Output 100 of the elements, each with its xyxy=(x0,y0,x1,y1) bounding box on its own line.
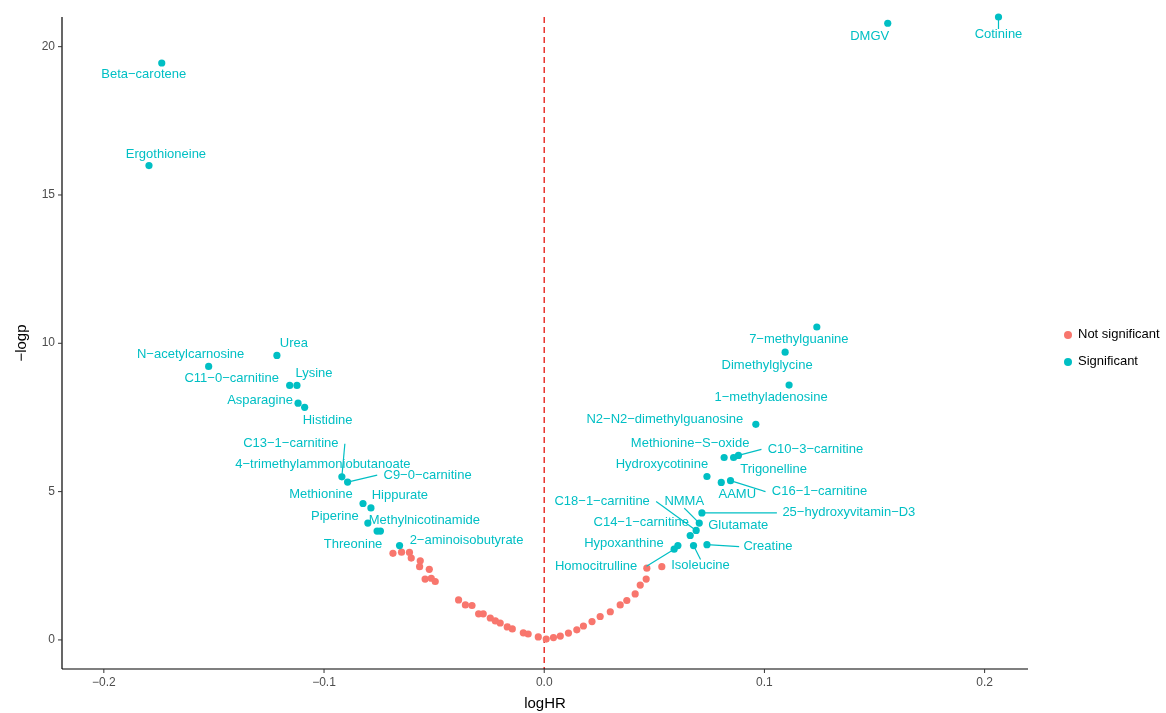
point xyxy=(359,499,367,508)
point xyxy=(395,542,404,550)
y-tick-label: 10 xyxy=(41,335,56,350)
point xyxy=(416,557,424,565)
point xyxy=(407,554,415,562)
annotation: C16−1−carnitine xyxy=(771,483,868,499)
annotation: N−acetylcarnosine xyxy=(136,345,245,361)
point xyxy=(670,545,678,553)
x-tick-label: 0.0 xyxy=(535,675,553,689)
point xyxy=(389,549,397,557)
annotation: DMGV xyxy=(850,27,890,43)
point xyxy=(205,362,213,371)
annotation: Asparagine xyxy=(227,391,293,407)
annotation: Isoleucine xyxy=(671,557,730,573)
annotation: C10−3−carnitine xyxy=(767,440,864,456)
point xyxy=(397,548,406,556)
point xyxy=(486,614,494,622)
point xyxy=(643,564,651,572)
annotation: Hypoxanthine xyxy=(584,535,664,551)
point xyxy=(642,575,650,583)
point xyxy=(720,453,728,462)
legend-label: Not significant xyxy=(1078,326,1161,342)
point xyxy=(686,531,694,540)
annotation: Methylnicotinamide xyxy=(368,511,481,527)
point xyxy=(606,608,614,616)
point xyxy=(461,601,469,609)
point xyxy=(689,542,698,550)
point xyxy=(145,162,153,170)
point xyxy=(405,548,414,557)
point xyxy=(158,59,166,67)
point xyxy=(286,381,294,390)
annotation: 1−methyladenosine xyxy=(714,388,828,404)
annotation: 7−methylguanine xyxy=(749,331,849,347)
annotation: Creatine xyxy=(743,538,793,554)
point xyxy=(703,472,711,481)
point xyxy=(884,19,892,27)
point xyxy=(579,622,588,630)
point xyxy=(695,519,703,527)
point xyxy=(596,612,604,621)
point xyxy=(367,504,375,512)
annotation: Lysine xyxy=(295,364,333,380)
point xyxy=(752,420,760,428)
point xyxy=(468,601,476,610)
point xyxy=(431,577,439,586)
y-tick-label: 20 xyxy=(41,38,56,53)
point xyxy=(416,563,424,571)
point xyxy=(616,601,624,609)
annotation: Histidine xyxy=(302,411,353,427)
point xyxy=(542,635,550,643)
point xyxy=(623,596,631,605)
point xyxy=(454,596,463,604)
annotation: AAMU xyxy=(718,485,757,501)
annotation: Methionine xyxy=(289,485,353,501)
x-tick-label: 0.2 xyxy=(976,675,994,689)
point xyxy=(293,381,301,390)
annotation: Beta−carotene xyxy=(101,66,187,82)
annotation: Cotinine xyxy=(974,26,1023,42)
annotation: Dimethylglycine xyxy=(721,356,813,372)
x-tick-label: −0.2 xyxy=(91,675,116,689)
point xyxy=(564,629,573,637)
annotation: N2−N2−dimethylguanosine xyxy=(586,410,744,426)
point xyxy=(549,633,558,642)
annotation: Hippurate xyxy=(371,487,429,503)
point xyxy=(524,630,532,638)
point xyxy=(631,590,639,598)
annotation: 2−aminoisobutyrate xyxy=(409,532,524,548)
point xyxy=(717,478,725,487)
annotation: Glutamate xyxy=(708,517,769,533)
point xyxy=(273,351,281,360)
point xyxy=(781,348,789,356)
annotation: Methionine−S−oxide xyxy=(630,434,750,450)
point xyxy=(534,633,542,641)
point xyxy=(573,626,581,634)
x-tick-label: −0.1 xyxy=(312,675,337,689)
annotation: 25−hydroxyvitamin−D3 xyxy=(782,504,916,520)
point xyxy=(421,575,429,583)
point xyxy=(636,581,644,589)
y-tick-label: 0 xyxy=(48,632,56,647)
annotation: Threonine xyxy=(323,535,383,551)
annotation: Piperine xyxy=(311,508,359,524)
x-axis-title: logHR xyxy=(524,694,567,711)
point xyxy=(813,323,821,331)
point xyxy=(734,451,743,460)
point xyxy=(785,381,793,389)
y-axis-title: −logp xyxy=(12,324,29,362)
point xyxy=(703,541,711,549)
annotation: Trigonelline xyxy=(740,460,807,476)
y-tick-label: 15 xyxy=(41,187,56,202)
point xyxy=(556,632,564,640)
annotation: C13−1−carnitine xyxy=(243,435,339,451)
point xyxy=(496,619,504,627)
point xyxy=(301,403,309,411)
x-tick-label: 0.1 xyxy=(756,675,774,689)
annotation: Homocitrulline xyxy=(554,557,638,573)
point xyxy=(508,625,516,633)
point xyxy=(588,617,596,626)
annotation: Hydroxycotinine xyxy=(615,455,709,471)
annotation: Ergothioneine xyxy=(125,146,207,162)
annotation: C18−1−carnitine xyxy=(554,492,650,508)
legend-label: Significant xyxy=(1078,353,1139,369)
